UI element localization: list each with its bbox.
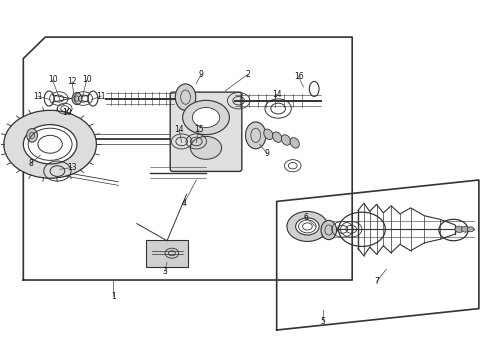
Circle shape [191,136,221,159]
Text: 5: 5 [320,316,325,325]
Ellipse shape [272,132,282,142]
Ellipse shape [321,220,337,240]
FancyBboxPatch shape [170,92,242,171]
Circle shape [193,108,220,127]
Ellipse shape [175,84,196,111]
Text: 7: 7 [374,277,379,286]
Ellipse shape [27,129,37,142]
Circle shape [287,211,328,242]
Text: 13: 13 [67,163,77,172]
Circle shape [295,218,319,235]
Text: 2: 2 [245,70,250,79]
Circle shape [183,100,229,135]
Text: 9: 9 [265,149,270,158]
Text: 15: 15 [194,126,203,135]
Text: 10: 10 [62,108,72,117]
Text: 8: 8 [28,159,33,168]
Ellipse shape [281,135,291,145]
Text: 14: 14 [174,126,184,135]
Ellipse shape [290,138,299,148]
Circle shape [4,111,97,178]
Text: 10: 10 [48,76,57,85]
Text: 6: 6 [303,213,308,222]
Text: 12: 12 [67,77,77,86]
Ellipse shape [245,122,266,149]
Text: 10: 10 [82,76,92,85]
Text: 11: 11 [33,91,43,100]
Text: 16: 16 [294,72,303,81]
Circle shape [461,226,469,232]
Text: 11: 11 [97,91,106,100]
Circle shape [467,227,474,232]
FancyBboxPatch shape [146,240,188,267]
Text: 14: 14 [272,90,281,99]
Text: 1: 1 [111,292,116,301]
Circle shape [24,125,77,164]
Text: 3: 3 [162,267,167,276]
Ellipse shape [72,93,82,105]
Text: 4: 4 [182,199,187,208]
Circle shape [455,226,464,233]
Ellipse shape [264,129,273,140]
Text: 9: 9 [199,70,203,79]
